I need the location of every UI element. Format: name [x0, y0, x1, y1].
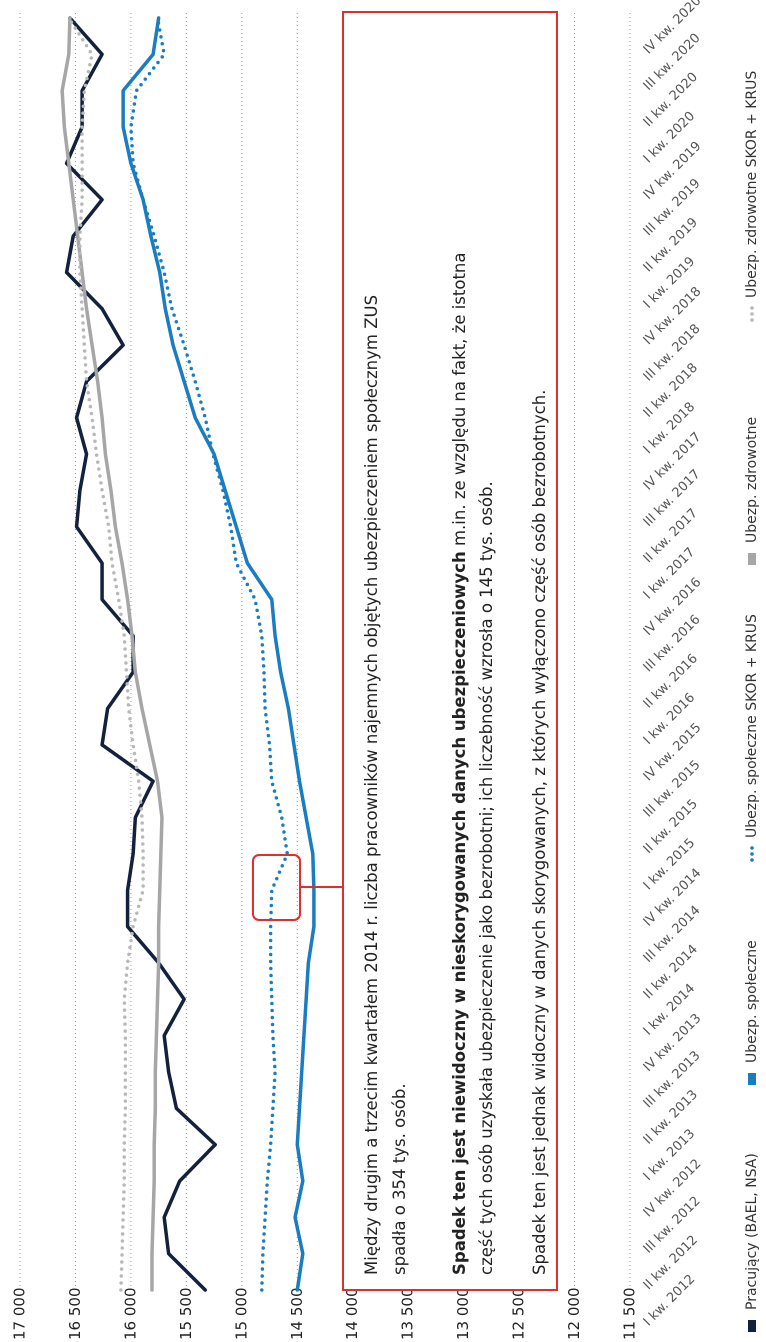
y-tick-label: 16 500 — [66, 1288, 84, 1341]
annotation-text: Między drugim a trzecim kwartałem 2014 r… — [362, 295, 381, 1275]
legend-swatch — [750, 312, 754, 316]
annotation-bold: Spadek ten jest niewidoczny w nieskorygo… — [450, 551, 469, 1275]
annotation-text: Spadek ten jest jednak widoczny w danych… — [530, 390, 549, 1275]
y-tick-label: 14 500 — [288, 1288, 306, 1341]
annotation-line: m.in. ze względu na fakt, że istotna — [450, 253, 469, 552]
highlight-box — [252, 854, 301, 921]
annotation-text: część tych osób uzyskała ubezpieczenie j… — [477, 481, 496, 1275]
y-tick-label: 13 000 — [454, 1288, 472, 1341]
annotation-text: Spadek ten jest niewidoczny w nieskorygo… — [450, 253, 469, 1276]
legend-swatch — [748, 1320, 756, 1332]
rotated-chart: 17 000 16 500 16 000 15 500 15 000 14 500 14 0… — [11, 0, 761, 1340]
legend-label: Ubezp. zdrowotne — [744, 417, 760, 543]
annotation-box — [342, 11, 558, 1291]
legend-swatch — [748, 1073, 756, 1085]
annotation-text: spadła o 354 tys. osób. — [390, 1083, 409, 1275]
legend-swatch — [750, 306, 754, 310]
legend-label: Ubezp. społeczne — [744, 940, 760, 1063]
annotation-line: część tych osób uzyskała ubezpieczenie j… — [477, 481, 496, 1275]
legend-swatch — [750, 318, 754, 322]
annotation-line: spadła o 354 tys. osób. — [390, 1083, 409, 1275]
series-line — [121, 16, 316, 1292]
series-line — [64, 16, 217, 1292]
annotation-line: Spadek ten jest jednak widoczny w danych… — [530, 390, 549, 1275]
legend-swatch — [750, 846, 754, 850]
y-tick-label: 14 000 — [343, 1288, 361, 1341]
y-tick-label: 11 500 — [621, 1288, 639, 1341]
y-tick-label: 12 500 — [510, 1288, 528, 1341]
legend-label: Ubezp. zdrowotne SKOR + KRUS — [744, 71, 760, 298]
y-tick-label: 13 500 — [399, 1288, 417, 1341]
annotation-line: Między drugim a trzecim kwartałem 2014 r… — [362, 295, 381, 1275]
y-tick-label: 17 000 — [11, 1288, 29, 1341]
series-line — [60, 16, 164, 1292]
legend-swatch — [750, 858, 754, 862]
legend-label: Pracujący (BAEL, NSA) — [744, 1153, 760, 1310]
y-tick-label: 15 000 — [232, 1288, 250, 1341]
y-tick-label: 15 500 — [177, 1288, 195, 1341]
legend-label: Ubezp. społeczne SKOR + KRUS — [744, 614, 760, 838]
legend-swatch — [750, 852, 754, 856]
legend-swatch — [748, 553, 756, 565]
y-tick-label: 12 000 — [565, 1288, 583, 1341]
y-tick-label: 16 000 — [121, 1288, 139, 1341]
